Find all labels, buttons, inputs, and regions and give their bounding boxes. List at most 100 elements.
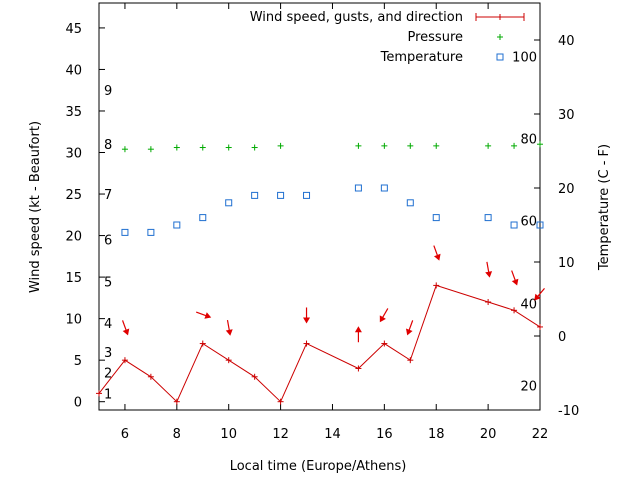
wind-speed-point xyxy=(96,390,102,397)
beaufort-label: 6 xyxy=(104,234,112,249)
wind-direction-arrow xyxy=(511,270,519,286)
y-tick-label: 20 xyxy=(65,230,82,245)
legend-wind-sample xyxy=(475,13,525,21)
y2-tick-label: -10 xyxy=(558,404,579,419)
wind-speed-point xyxy=(121,357,128,364)
wind-speed-point xyxy=(173,398,180,405)
y2-tick-label: 20 xyxy=(558,182,575,197)
pressure-point xyxy=(537,141,543,148)
wind-direction-arrow xyxy=(225,319,233,336)
wind-direction-arrow xyxy=(121,320,130,336)
x-tick-label: 6 xyxy=(121,427,129,442)
wind-direction-arrow xyxy=(433,245,441,261)
y-tick-label: 15 xyxy=(65,271,82,286)
pressure-point xyxy=(225,144,232,151)
beaufort-label: 7 xyxy=(104,188,112,203)
fahrenheit-label: 40 xyxy=(520,297,537,312)
temperature-point xyxy=(147,228,155,236)
wind-speed-point xyxy=(485,299,492,306)
wind-direction-arrow xyxy=(354,326,362,343)
temperature-point xyxy=(380,184,388,192)
pressure-point xyxy=(511,142,518,149)
wind-direction-arrow xyxy=(379,308,389,323)
wind-speed-point xyxy=(147,373,154,380)
temperature-point xyxy=(484,214,492,222)
beaufort-label: 2 xyxy=(104,367,112,382)
y-tick-label: 25 xyxy=(65,188,82,203)
wind-speed-point xyxy=(225,357,232,364)
x-tick-label: 14 xyxy=(324,427,341,442)
wind-direction-arrow xyxy=(405,320,414,336)
pressure-point xyxy=(147,146,154,153)
temperature-point xyxy=(510,221,518,229)
wind-speed-point xyxy=(433,282,440,289)
temperature-point xyxy=(303,191,311,199)
y-tick-label: 45 xyxy=(65,22,82,37)
wind-speed-point xyxy=(537,323,543,330)
pressure-point xyxy=(173,144,180,151)
x-tick-label: 8 xyxy=(173,427,181,442)
wind-speed-point xyxy=(303,340,310,347)
pressure-point xyxy=(121,146,128,153)
wind-speed-point xyxy=(511,307,518,314)
plot-frame xyxy=(98,2,541,411)
wind-speed-point xyxy=(199,340,206,347)
wind-direction-arrow xyxy=(195,311,212,319)
temperature-point xyxy=(225,199,233,207)
beaufort-label: 4 xyxy=(104,317,112,332)
wind-speed-point xyxy=(251,373,258,380)
pressure-point xyxy=(199,144,206,151)
y-tick-label: 30 xyxy=(65,147,82,162)
pressure-point xyxy=(381,142,388,149)
temperature-point xyxy=(251,191,259,199)
temperature-point xyxy=(199,214,207,222)
y2-tick-label: 40 xyxy=(558,34,575,49)
wind-speed-point xyxy=(407,357,414,364)
legend-temperature-label: Temperature xyxy=(380,50,463,65)
x-tick-label: 18 xyxy=(428,427,445,442)
y2-tick-label: 10 xyxy=(558,256,575,271)
y2-tick-label: 30 xyxy=(558,108,575,123)
pressure-point xyxy=(355,142,362,149)
temperature-point xyxy=(121,228,129,236)
y-tick-label: 35 xyxy=(65,105,82,120)
wind-direction-arrow xyxy=(303,307,311,324)
beaufort-label: 1 xyxy=(104,387,112,402)
beaufort-label: 5 xyxy=(104,275,112,290)
wind-speed-point xyxy=(381,340,388,347)
pressure-point xyxy=(433,142,440,149)
x-tick-label: 10 xyxy=(220,427,237,442)
temperature-point xyxy=(277,191,285,199)
x-tick-label: 22 xyxy=(532,427,549,442)
wind-direction-arrow xyxy=(534,287,545,301)
y2-axis-label: Temperature (C - F) xyxy=(597,144,612,271)
wind-speed-point xyxy=(277,398,284,405)
pressure-point xyxy=(485,142,492,149)
y-tick-label: 10 xyxy=(65,313,82,328)
beaufort-label: 3 xyxy=(104,346,112,361)
temperature-point xyxy=(536,221,544,229)
pressure-point xyxy=(407,142,414,149)
y-tick-label: 40 xyxy=(65,63,82,78)
pressure-point xyxy=(277,142,284,149)
wind-speed-line xyxy=(98,284,541,403)
wind-direction-arrow xyxy=(485,261,493,278)
beaufort-label: 8 xyxy=(104,138,112,153)
wind-speed-point xyxy=(355,365,362,372)
temperature-point xyxy=(354,184,362,192)
x-axis-label: Local time (Europe/Athens) xyxy=(230,459,407,474)
y-tick-label: 0 xyxy=(74,396,82,411)
temperature-point xyxy=(173,221,181,229)
y2-tick-label: 0 xyxy=(558,330,566,345)
temperature-point xyxy=(406,199,414,207)
temperature-point xyxy=(432,214,440,222)
pressure-point xyxy=(251,144,258,151)
beaufort-label: 9 xyxy=(104,84,112,99)
legend-wind-label: Wind speed, gusts, and direction xyxy=(250,10,463,25)
y-axis-label: Wind speed (kt - Beaufort) xyxy=(28,121,43,293)
x-tick-label: 12 xyxy=(272,427,289,442)
fahrenheit-label: 60 xyxy=(520,215,537,230)
y-tick-label: 5 xyxy=(74,354,82,369)
legend-pressure-sample xyxy=(497,34,503,40)
